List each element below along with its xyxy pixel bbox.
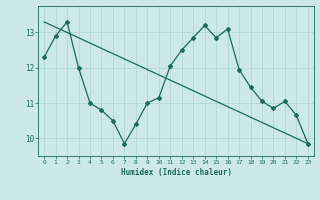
X-axis label: Humidex (Indice chaleur): Humidex (Indice chaleur) <box>121 168 231 177</box>
